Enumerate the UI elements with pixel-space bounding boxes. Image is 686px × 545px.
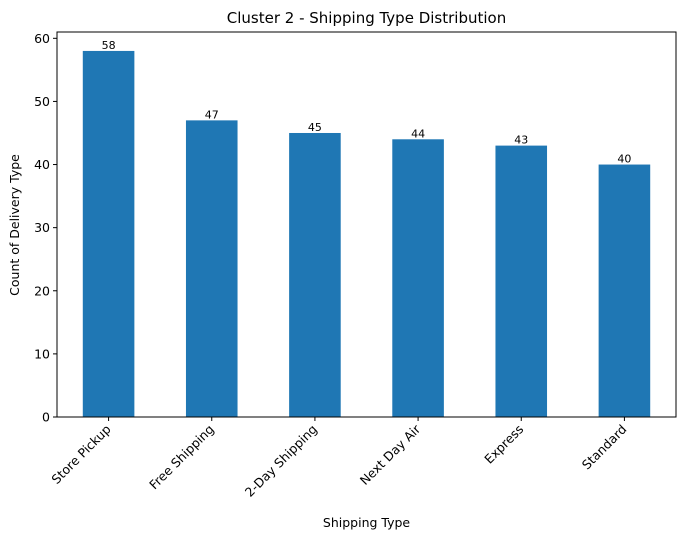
x-tick-label: Express <box>481 422 526 467</box>
x-axis-ticks: Store Pickup Free Shipping 2-Day Shipping N… <box>48 417 630 500</box>
y-tick-label: 50 <box>34 94 50 109</box>
y-tick-label: 10 <box>34 346 50 361</box>
x-axis-label: Shipping Type <box>323 515 411 530</box>
y-tick-label: 20 <box>34 283 50 298</box>
y-tick-label: 30 <box>34 220 50 235</box>
bar-value-label: 44 <box>411 127 425 140</box>
x-tick-label: 2-Day Shipping <box>242 422 320 500</box>
y-axis-ticks: 0 10 20 30 40 50 60 <box>34 31 57 425</box>
x-tick-label: Standard <box>579 422 630 473</box>
y-axis-label: Count of Delivery Type <box>7 154 22 296</box>
bar-value-label: 40 <box>617 153 631 166</box>
y-tick-label: 60 <box>34 31 50 46</box>
y-tick-label: 40 <box>34 157 50 172</box>
bar-value-label: 43 <box>514 134 528 147</box>
plot-frame <box>56 31 677 418</box>
bar-value-label: 58 <box>102 39 116 52</box>
bar <box>185 120 238 417</box>
x-tick-label: Next Day Air <box>357 421 424 488</box>
bars <box>82 50 651 418</box>
bar <box>289 132 341 417</box>
bar <box>598 164 651 417</box>
x-tick-label: Store Pickup <box>48 421 113 486</box>
bar <box>392 139 444 417</box>
data-labels: 58 47 45 44 43 40 <box>102 39 632 166</box>
chart-title: Cluster 2 - Shipping Type Distribution <box>227 9 506 27</box>
bar <box>82 50 135 418</box>
bar-value-label: 47 <box>205 108 219 121</box>
x-tick-label: Free Shipping <box>146 422 217 493</box>
bar-value-label: 45 <box>308 121 322 134</box>
y-tick-label: 0 <box>42 410 50 425</box>
bar <box>495 145 548 417</box>
